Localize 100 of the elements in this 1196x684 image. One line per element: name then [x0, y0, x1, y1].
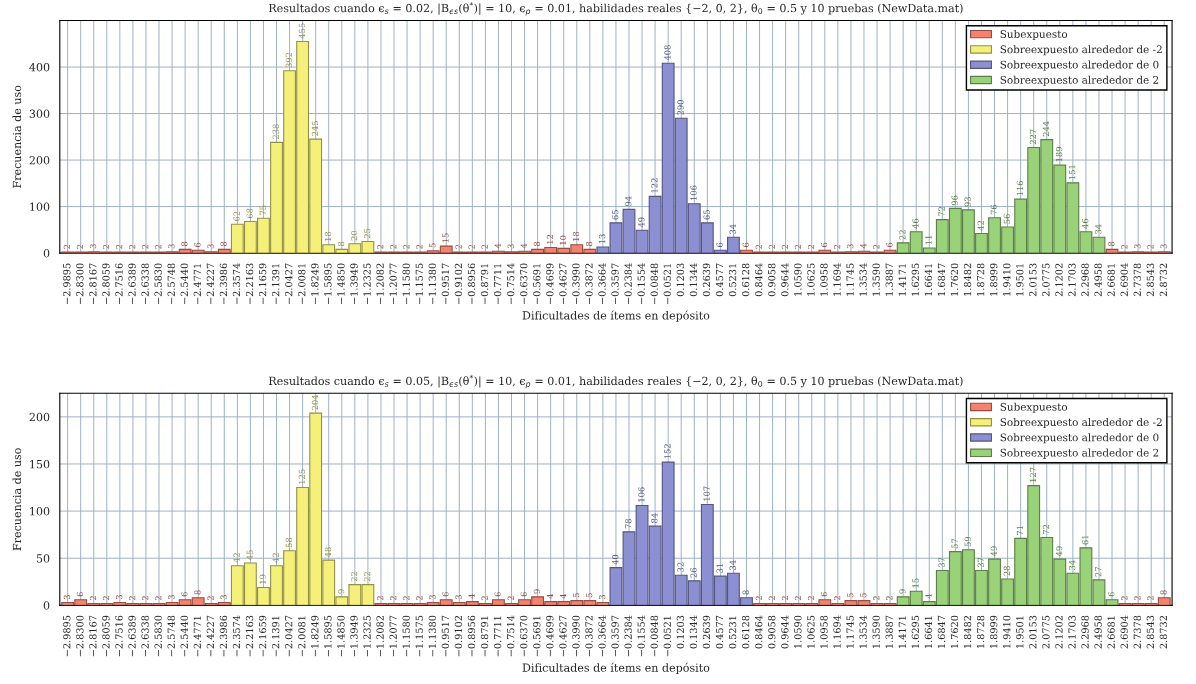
x-tick-label: 2.4958: [1094, 263, 1102, 297]
data-label: 4: [546, 593, 553, 599]
data-label: 2: [455, 244, 462, 249]
x-tick-label: −2.8300: [76, 263, 84, 304]
x-tick-label: −0.5691: [533, 616, 541, 657]
x-tick-label: −2.9895: [63, 615, 71, 657]
x-tick-label: −1.8249: [311, 263, 319, 304]
data-label: 2: [102, 596, 110, 601]
x-tick-label: 2.1703: [1068, 615, 1076, 649]
data-label: 12: [546, 234, 553, 244]
x-tick-label: −0.7711: [493, 264, 502, 304]
data-label: 4: [494, 243, 501, 249]
y-axis-title: Frecuencia de uso: [12, 85, 22, 188]
data-label: 3: [429, 595, 436, 600]
x-tick-label: −2.1391: [271, 616, 280, 657]
x-tick-label: −0.3990: [572, 615, 580, 657]
x-tick-label: −0.4699: [546, 615, 554, 657]
data-label: 22: [899, 230, 906, 240]
data-label: 6: [520, 592, 527, 597]
x-tick-label: 0.9058: [768, 263, 776, 297]
chart-title: Resultados cuando ϵ$_{s}$ = 0.05, |B$_{ϵs}$(θ$^{*}$)| = 10, ϵ$_{p}$ = 0.01, habilidades reales {−2, 0, 2}, θ$_{0}$ = 0.5 y 10 pruebas (NewData.mat): [268, 374, 963, 389]
x-tick-label: 1.9501: [1016, 264, 1024, 296]
legend-label: Subexpuesto: [1000, 29, 1068, 40]
x-tick-label: 0.8464: [755, 615, 763, 649]
data-label: 2: [833, 244, 841, 249]
x-tick-label: 2.7378: [1133, 615, 1141, 649]
x-tick-label: −0.7711: [493, 616, 502, 657]
data-label: 2: [755, 596, 762, 601]
x-tick-label: −0.3597: [611, 263, 619, 304]
data-label: 2: [781, 244, 788, 249]
x-axis-title: Dificultades de ítems en depósito: [522, 662, 710, 674]
x-tick-label: −2.4227: [206, 263, 215, 304]
data-label: 40: [612, 554, 619, 565]
data-label: 2: [1147, 244, 1154, 249]
data-label: 2: [63, 244, 70, 249]
data-label: 15: [912, 578, 919, 588]
data-label: 2: [377, 244, 384, 249]
data-label: 15: [442, 233, 449, 243]
data-label: 244: [1042, 121, 1050, 137]
data-label: 2: [807, 596, 815, 601]
data-label: 2: [481, 244, 488, 249]
data-label: 48: [324, 547, 332, 558]
x-tick-label: 0.4577: [715, 615, 724, 649]
data-label: 32: [677, 562, 684, 572]
x-tick-label: −2.4227: [206, 615, 215, 657]
data-label: 408: [664, 45, 671, 61]
data-label: 8: [1108, 241, 1115, 247]
data-label: 42: [977, 220, 984, 231]
data-label: 204: [311, 394, 319, 410]
x-tick-label: −0.1554: [637, 615, 645, 657]
data-label: 2: [102, 244, 110, 249]
x-tick-label: 0.1203: [676, 263, 685, 297]
data-label: 3: [168, 244, 175, 249]
legend-label: Sobreexpuesto alrededor de -2: [1000, 417, 1162, 429]
x-tick-label: −2.3986: [219, 615, 228, 657]
data-label: 2: [755, 244, 762, 249]
data-label: 26: [690, 567, 697, 578]
data-label: 290: [677, 100, 684, 115]
x-tick-label: 1.1745: [846, 263, 854, 296]
data-label: 2: [403, 244, 410, 249]
data-label: 25: [364, 228, 371, 239]
x-tick-label: −2.4771: [193, 264, 201, 304]
data-label: 68: [246, 208, 253, 219]
data-label: 5: [429, 243, 436, 248]
data-label: 3: [507, 244, 514, 249]
x-tick-label: −0.2384: [624, 263, 632, 304]
data-label: 8: [220, 241, 227, 247]
data-label: 71: [1016, 526, 1023, 535]
x-tick-label: 2.0775: [1042, 615, 1050, 649]
x-tick-label: 2.6681: [1107, 264, 1115, 297]
x-tick-label: −2.5440: [180, 263, 188, 304]
y-tick-label: 0: [43, 249, 50, 258]
x-tick-label: 0.5231: [728, 264, 737, 297]
x-tick-label: −2.2163: [245, 615, 254, 657]
data-label: 152: [664, 444, 671, 459]
x-tick-label: −2.8059: [102, 263, 110, 304]
data-label: 116: [1016, 180, 1024, 196]
data-label: 45: [246, 550, 253, 560]
data-label: 8: [181, 241, 188, 247]
x-tick-label: 1.6295: [911, 263, 920, 296]
x-tick-label: 0.2639: [702, 263, 711, 297]
x-tick-label: 1.1694: [833, 615, 841, 648]
data-label: 8: [585, 241, 593, 247]
data-label: 4: [860, 243, 867, 249]
data-label: 42: [233, 553, 240, 563]
x-tick-label: 1.6641: [924, 264, 933, 296]
data-label: 75: [259, 205, 266, 215]
data-label: 57: [951, 538, 958, 549]
data-label: 6: [1108, 592, 1115, 597]
x-tick-label: −2.9895: [63, 263, 71, 304]
data-label: 94: [625, 196, 632, 207]
x-tick-label: 2.6904: [1120, 615, 1128, 649]
x-tick-label: −1.8249: [311, 615, 319, 657]
data-label: 6: [194, 242, 201, 247]
data-label: 2: [155, 244, 162, 249]
x-tick-label: −0.8791: [480, 264, 489, 304]
data-label: 72: [1042, 524, 1050, 535]
x-tick-label: 1.3887: [885, 615, 893, 648]
x-tick-label: −0.3597: [611, 615, 619, 657]
x-tick-label: −1.1575: [415, 615, 423, 657]
